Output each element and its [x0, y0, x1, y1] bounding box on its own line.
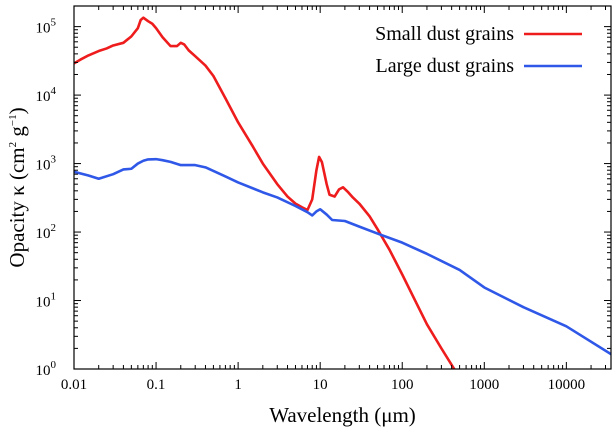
legend-label-large-dust: Large dust grains [376, 55, 515, 77]
series-line-small-dust [74, 16, 456, 369]
legend: Small dust grains Large dust grains [375, 23, 582, 77]
y-axis-title: Opacity κ (cm2 g−1) [5, 107, 29, 267]
x-tick-label: 1 [234, 377, 242, 393]
y-tick-label: 105 [36, 17, 57, 37]
series-layer [74, 16, 611, 369]
y-tick-base: 10 [36, 89, 51, 105]
y-tick-base: 10 [36, 295, 51, 311]
x-tick-label: 10 [313, 377, 328, 393]
y-tick-exp: 0 [51, 359, 57, 371]
y-tick-exp: 5 [51, 17, 57, 29]
y-tick-label: 100 [36, 359, 57, 379]
y-tick-base: 10 [36, 363, 51, 379]
y-axis-title-mid: g [5, 126, 29, 142]
plot-frame [73, 5, 612, 370]
x-tick-label: 10000 [548, 377, 586, 393]
y-tick-label: 101 [36, 291, 57, 311]
y-tick-base: 10 [36, 158, 51, 174]
y-axis-title-main: Opacity κ (cm [5, 147, 29, 267]
x-tick-label: 0.01 [61, 377, 87, 393]
y-axis-title-exp2: −1 [7, 114, 19, 126]
y-tick-label: 104 [36, 85, 57, 105]
y-axis-title-exp1: 2 [7, 142, 19, 148]
x-tick-label: 1000 [469, 377, 499, 393]
series-line-large-dust [74, 157, 611, 356]
y-axis-title-end: ) [5, 107, 29, 114]
y-tick-base: 10 [36, 226, 51, 242]
y-tick-label: 103 [36, 154, 57, 174]
x-axis-title: Wavelength (μm) [269, 403, 416, 427]
legend-label-small-dust: Small dust grains [375, 23, 514, 45]
y-tick-label: 102 [36, 222, 57, 242]
y-tick-base: 10 [36, 21, 51, 37]
y-tick-exp: 2 [51, 222, 57, 234]
x-tick-label: 0.1 [147, 377, 166, 393]
y-tick-exp: 4 [51, 85, 57, 97]
y-tick-exp: 3 [51, 154, 57, 166]
tick-layer [73, 5, 611, 370]
y-tick-exp: 1 [51, 291, 57, 303]
x-tick-labels: 0.01 0.1 1 10 100 1000 10000 [61, 377, 585, 393]
x-tick-label: 100 [391, 377, 414, 393]
